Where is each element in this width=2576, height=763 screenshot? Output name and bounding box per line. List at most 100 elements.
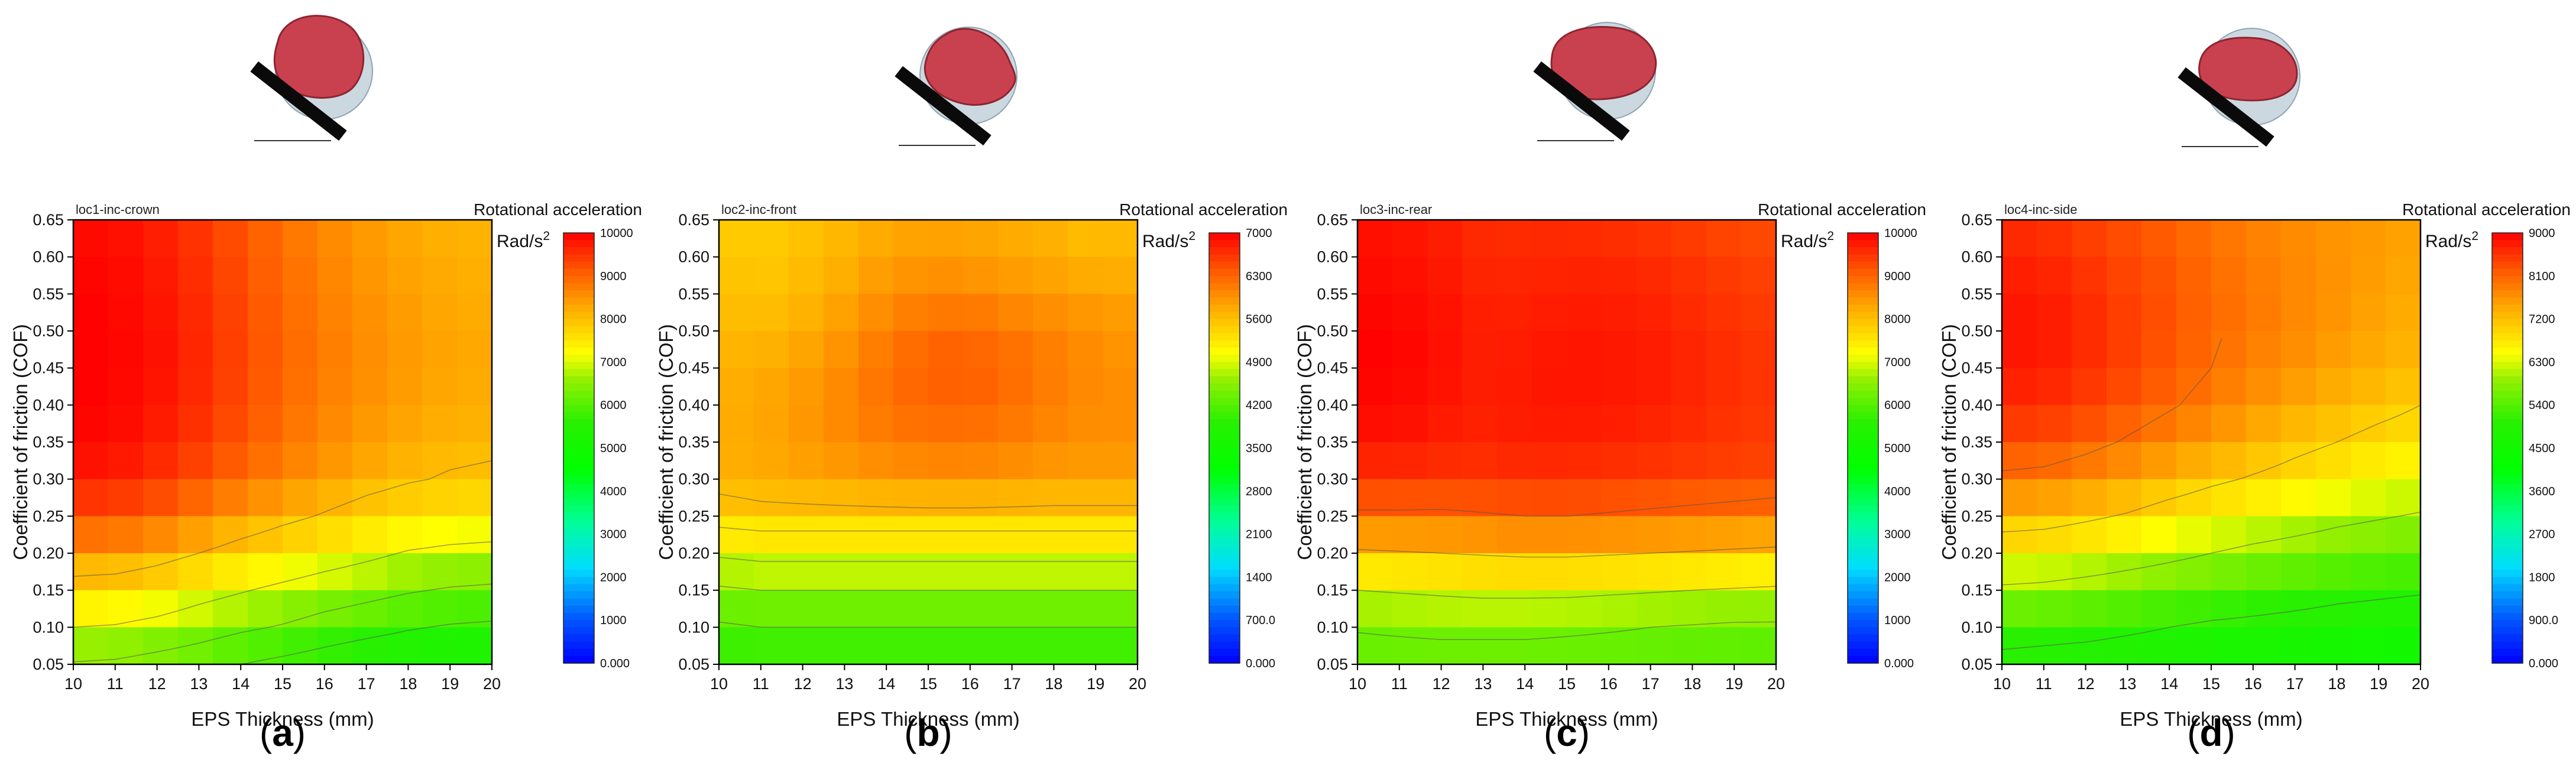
- colorbar-tick-label: 2700: [2529, 528, 2555, 541]
- heatmap-cell: [2281, 257, 2316, 295]
- colorbar-segment: [563, 240, 594, 248]
- contour-line: [73, 460, 492, 577]
- heatmap-cell: [824, 479, 859, 517]
- heatmap-cell: [2107, 368, 2142, 406]
- heatmap-cell: [2316, 479, 2351, 517]
- heatmap-cell: [108, 368, 144, 406]
- head-crown-impact-icon: [250, 15, 373, 141]
- heatmap-cell: [963, 627, 999, 665]
- heatmap-cell: [893, 331, 929, 369]
- colorbar-segment: [563, 648, 594, 657]
- colorbar-segment: [2492, 275, 2523, 284]
- heatmap-cell: [1671, 516, 1707, 554]
- heatmap-cell: [422, 220, 458, 258]
- colorbar-segment: [1209, 440, 1240, 449]
- x-tick-label: 10: [710, 675, 728, 693]
- heatmap-cell: [1357, 220, 1393, 258]
- heatmap-cell: [963, 553, 999, 591]
- x-tick-label: 14: [1516, 675, 1534, 693]
- colorbar-segment: [2492, 326, 2523, 334]
- colorbar-segment: [1209, 512, 1240, 521]
- colorbar-segment: [1848, 620, 1878, 628]
- contour-plot: [72, 219, 493, 665]
- colorbar-segment: [1848, 326, 1878, 334]
- x-tick-label: 16: [2244, 675, 2262, 693]
- heatmap-cell: [893, 590, 929, 628]
- y-tick-label: 0.45: [1317, 359, 1348, 377]
- y-tick-label: 0.50: [1961, 322, 1992, 340]
- colorbar-segment: [1209, 433, 1240, 441]
- heatmap-cell: [352, 516, 388, 554]
- colorbar-segment: [563, 405, 594, 413]
- y-tick-label: 0.30: [1317, 470, 1348, 488]
- heatmap-cell: [422, 479, 458, 517]
- heatmap-cell: [1741, 405, 1777, 443]
- heatmap-cell: [1497, 294, 1532, 332]
- heatmap-cell: [1532, 257, 1567, 295]
- colorbar-segment: [563, 304, 594, 313]
- colorbar-segment: [1848, 398, 1878, 405]
- heatmap-cell: [457, 220, 492, 258]
- x-tick-label: 16: [1600, 675, 1618, 693]
- heatmap-cell: [73, 331, 109, 369]
- heatmap-cell: [998, 479, 1033, 517]
- colorbar-segment: [2492, 520, 2523, 528]
- heatmap-cell: [387, 590, 423, 628]
- heatmap-cell: [754, 257, 789, 295]
- colorbar-segment: [563, 556, 594, 563]
- colorbar-segment: [563, 348, 594, 356]
- heatmap-cell: [2176, 553, 2212, 591]
- heatmap-cell: [1103, 331, 1138, 369]
- heatmap-cell: [1103, 257, 1138, 295]
- heatmap-cell: [422, 553, 458, 591]
- y-tick-label: 0.65: [1317, 211, 1348, 229]
- heatmap-cell: [2072, 257, 2107, 295]
- heatmap-cell: [789, 516, 824, 554]
- colorbar-segment: [1209, 548, 1240, 556]
- colorbar-segment: [1209, 333, 1240, 341]
- colorbar-tick-label: 7000: [1246, 227, 1272, 240]
- heatmap-cell: [1462, 331, 1498, 369]
- head-front-impact-icon: [895, 27, 1018, 146]
- heatmap-cell: [283, 627, 318, 665]
- colorbar-segment: [2492, 340, 2523, 348]
- heatmap-cell: [2176, 627, 2212, 665]
- heatmap-cell: [387, 368, 423, 406]
- heatmap-cell: [2211, 553, 2247, 591]
- heatmap-cell: [2281, 627, 2316, 665]
- heatmap-cell: [824, 331, 859, 369]
- colorbar-segment: [563, 534, 594, 542]
- colorbar-segment: [1209, 534, 1240, 542]
- heatmap-cell: [143, 331, 179, 369]
- heatmap-cell: [1532, 368, 1567, 406]
- colorbar-tick-label: 4000: [600, 485, 627, 498]
- heatmap-cell: [754, 516, 789, 554]
- colorbar-segment: [1209, 261, 1240, 270]
- heatmap-cell: [1462, 257, 1498, 295]
- colorbar-tick-label: 1000: [1884, 614, 1911, 627]
- colorbar-segment: [1209, 348, 1240, 356]
- heatmap-cell: [248, 627, 283, 665]
- colorbar-tick-label: 6300: [2529, 356, 2555, 369]
- colorbar-tick-label: 5000: [600, 442, 627, 455]
- heatmap-cell: [789, 294, 824, 332]
- heatmap-cell: [352, 442, 388, 480]
- colorbar-segment: [2492, 605, 2523, 613]
- heatmap-cell: [457, 405, 492, 443]
- contour-line: [73, 583, 492, 663]
- colorbar-segment: [1848, 426, 1878, 434]
- heatmap-cell: [2386, 294, 2421, 332]
- colorbar-segment: [2492, 556, 2523, 563]
- x-tick-label: 11: [107, 675, 124, 693]
- heatmap-cell: [2072, 516, 2107, 554]
- heatmap-cell: [1103, 368, 1138, 406]
- colorbar-segment: [2492, 584, 2523, 592]
- heatmap-cell: [2211, 627, 2247, 665]
- contour-line: [718, 527, 1138, 532]
- head-rear-impact-icon: [1533, 22, 1657, 141]
- heatmap-cell: [789, 590, 824, 628]
- colorbar-segment: [563, 283, 594, 291]
- heatmap-cell: [2176, 257, 2212, 295]
- heatmap-cell: [387, 220, 423, 258]
- colorbar-segment: [1209, 290, 1240, 298]
